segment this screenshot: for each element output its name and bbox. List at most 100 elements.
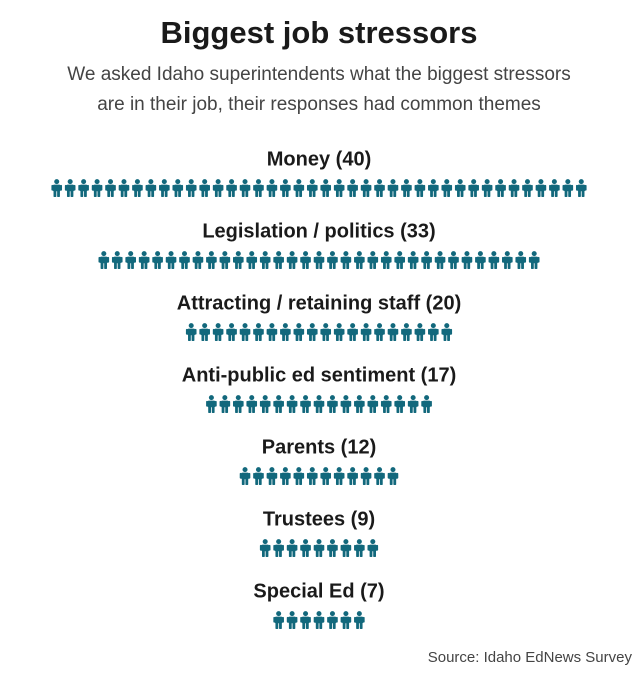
person-icon <box>481 179 493 197</box>
person-icon <box>367 395 379 413</box>
person-icon <box>118 179 130 197</box>
person-icon <box>367 539 379 557</box>
person-icon <box>306 323 318 341</box>
person-icon <box>306 467 318 485</box>
person-icon <box>340 251 352 269</box>
person-icon <box>219 251 231 269</box>
person-icon <box>575 179 587 197</box>
person-icon <box>475 251 486 269</box>
person-icon <box>78 179 89 197</box>
source: Source: Idaho EdNews Survey <box>428 649 633 666</box>
person-icon <box>333 323 345 341</box>
person-icon <box>300 539 311 557</box>
person-icon <box>273 611 284 629</box>
person-icon <box>515 251 527 269</box>
person-icon <box>421 251 432 269</box>
person-icon <box>327 611 338 629</box>
category-label: Anti-public ed sentiment (17) <box>182 364 456 386</box>
person-icon <box>387 323 399 341</box>
person-icon <box>320 467 332 485</box>
person-icon <box>300 395 311 413</box>
person-icon <box>327 251 338 269</box>
person-icon <box>266 179 278 197</box>
person-icon <box>313 539 325 557</box>
person-icon <box>340 611 352 629</box>
person-icon <box>347 467 358 485</box>
person-icon <box>380 395 392 413</box>
person-icon <box>219 395 231 413</box>
icon-row <box>206 395 432 413</box>
person-icon <box>401 323 412 341</box>
person-icon <box>233 251 244 269</box>
person-icon <box>152 251 163 269</box>
person-icon <box>165 251 177 269</box>
person-icon <box>374 179 385 197</box>
subtitle: are in their job, their responses had co… <box>97 94 541 115</box>
person-icon <box>549 179 560 197</box>
person-icon <box>340 395 352 413</box>
person-icon <box>502 251 513 269</box>
person-icon <box>374 467 385 485</box>
person-icon <box>206 395 217 413</box>
person-icon <box>239 179 251 197</box>
person-icon <box>293 179 305 197</box>
person-icon <box>313 395 325 413</box>
person-icon <box>226 179 237 197</box>
person-icon <box>206 251 217 269</box>
person-icon <box>407 251 419 269</box>
person-icon <box>239 323 251 341</box>
person-icon <box>246 395 258 413</box>
person-icon <box>199 323 210 341</box>
person-icon <box>300 251 311 269</box>
icon-row <box>273 611 365 629</box>
person-icon <box>212 323 224 341</box>
person-icon <box>259 539 271 557</box>
icon-row <box>185 323 453 341</box>
person-icon <box>327 395 338 413</box>
person-icon <box>91 179 103 197</box>
person-icon <box>394 251 405 269</box>
person-icon <box>179 251 190 269</box>
person-icon <box>401 179 412 197</box>
person-icon <box>145 179 157 197</box>
person-icon <box>212 179 224 197</box>
person-icon <box>333 179 345 197</box>
category-label: Parents (12) <box>262 436 377 458</box>
person-icon <box>387 179 399 197</box>
person-icon <box>347 323 358 341</box>
person-icon <box>327 539 338 557</box>
category-label: Attracting / retaining staff (20) <box>177 292 461 314</box>
person-icon <box>528 251 540 269</box>
person-icon <box>105 179 116 197</box>
person-icon <box>508 179 520 197</box>
person-icon <box>340 539 352 557</box>
person-icon <box>259 251 271 269</box>
person-icon <box>441 323 453 341</box>
person-icon <box>286 611 298 629</box>
person-icon <box>293 467 305 485</box>
person-icon <box>185 179 197 197</box>
person-icon <box>286 539 298 557</box>
person-icon <box>360 467 372 485</box>
person-icon <box>488 251 500 269</box>
person-icon <box>300 611 311 629</box>
person-icon <box>132 179 143 197</box>
person-icon <box>434 251 446 269</box>
subtitle: We asked Idaho superintendents what the … <box>67 64 570 85</box>
person-icon <box>125 251 136 269</box>
person-icon <box>380 251 392 269</box>
person-icon <box>239 467 251 485</box>
person-icon <box>522 179 533 197</box>
person-icon <box>448 251 459 269</box>
person-icon <box>253 467 264 485</box>
category-label: Special Ed (7) <box>253 580 384 602</box>
person-icon <box>360 323 372 341</box>
person-icon <box>428 179 439 197</box>
person-icon <box>199 179 210 197</box>
icon-row <box>98 251 540 269</box>
person-icon <box>354 539 365 557</box>
person-icon <box>320 179 332 197</box>
person-icon <box>273 395 284 413</box>
person-icon <box>233 395 244 413</box>
person-icon <box>280 467 291 485</box>
